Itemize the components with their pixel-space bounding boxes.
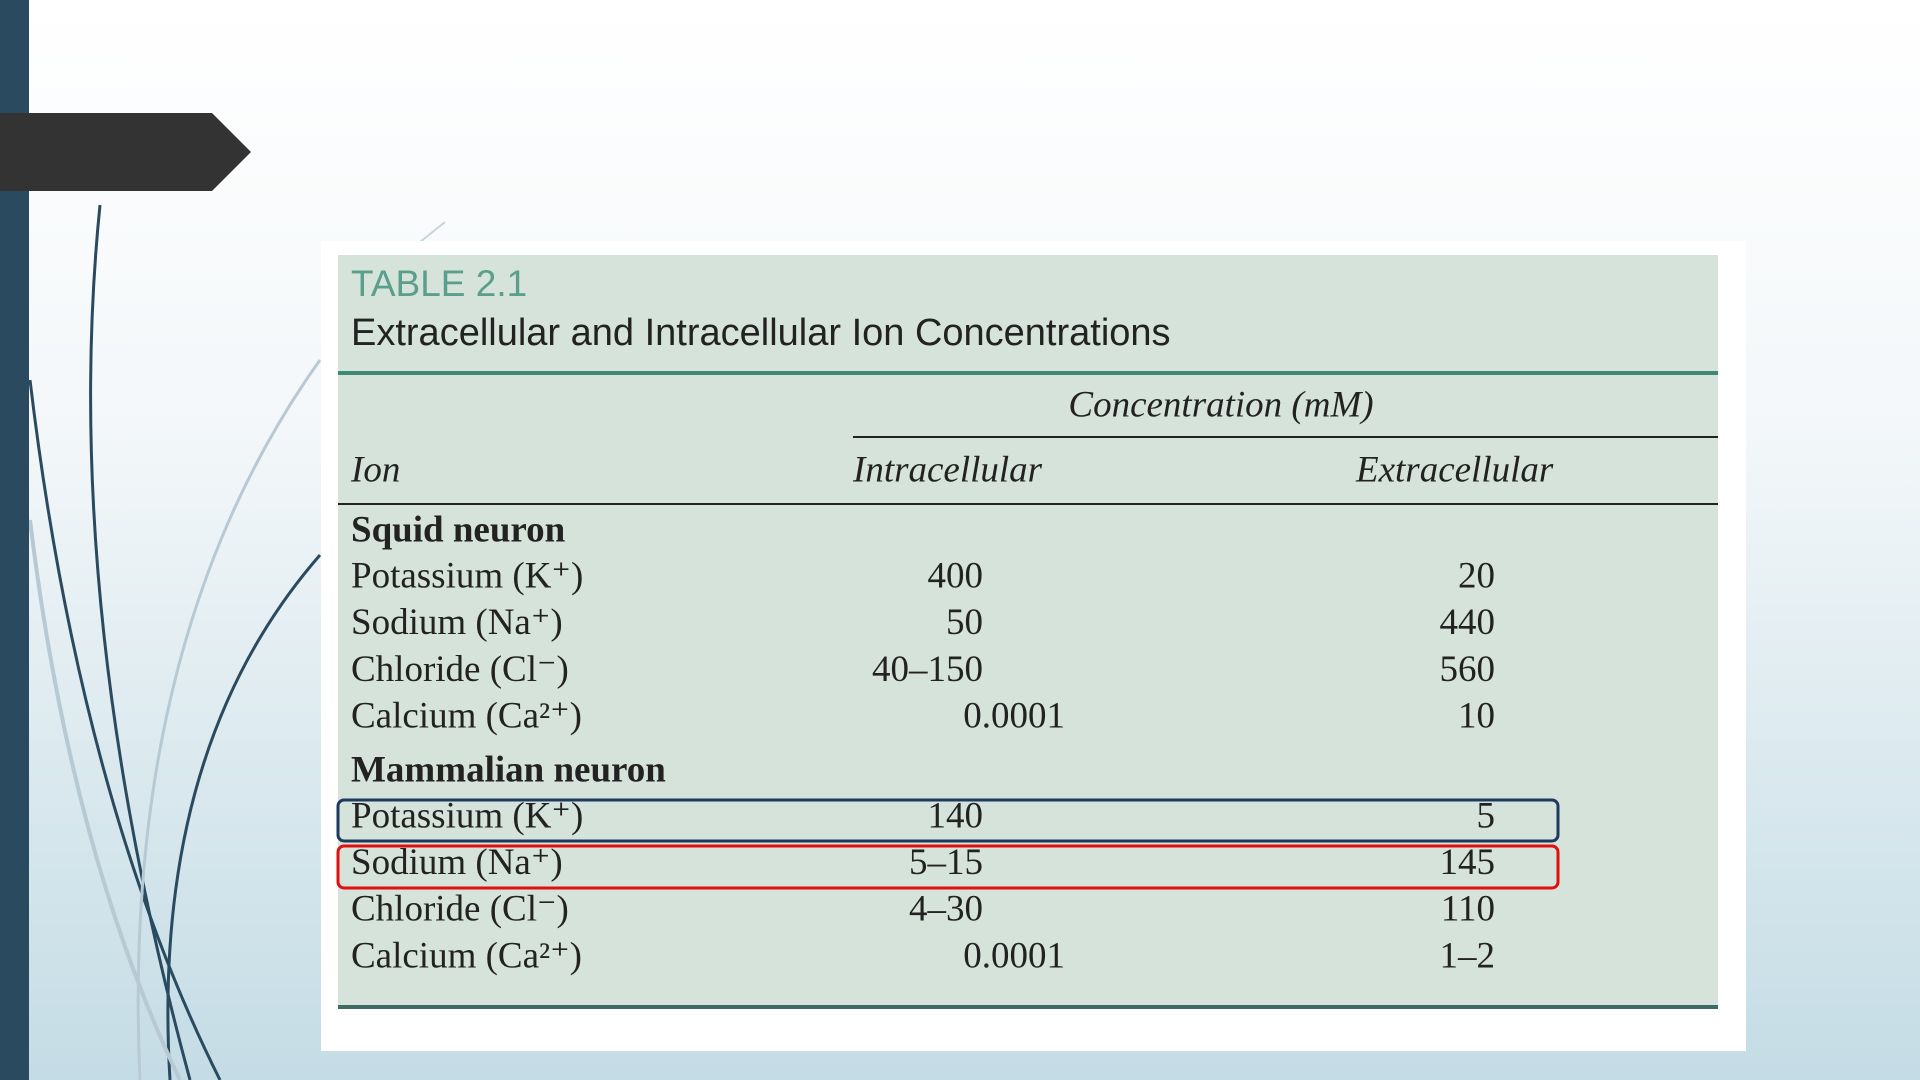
ion-name: Chloride (Cl⁻): [351, 889, 569, 930]
ion-name: Chloride (Cl⁻): [351, 649, 569, 690]
cell-value: 1–2: [1440, 935, 1496, 976]
cell-value: 440: [1440, 602, 1496, 643]
decorative-curves: [28, 204, 446, 1080]
cell-value: 140: [928, 795, 984, 836]
table-title: Extracellular and Intracellular Ion Conc…: [351, 312, 1171, 354]
highlight-box: [336, 844, 1560, 890]
cell-value: 10: [1458, 696, 1495, 737]
ion-name: Potassium (K⁺): [351, 555, 583, 596]
span-header: Concentration (mM): [1068, 384, 1373, 425]
group-header: Mammalian neuron: [351, 749, 666, 790]
cell-value: 4–30: [909, 889, 983, 930]
column-header: Ion: [350, 449, 400, 490]
cell-value: 110: [1441, 889, 1495, 930]
table-panel: [338, 255, 1718, 1007]
ion-name: Calcium (Ca²⁺): [351, 935, 582, 976]
cell-value: 560: [1440, 649, 1496, 690]
cell-value: 40–150: [872, 649, 983, 690]
highlight-box: [336, 798, 1560, 843]
table-label: TABLE 2.1: [351, 263, 527, 304]
ion-name: Sodium (Na⁺): [351, 602, 563, 643]
cell-value: 5: [1477, 795, 1496, 836]
column-header: Extracellular: [1355, 449, 1554, 490]
ion-name: Calcium (Ca²⁺): [351, 696, 582, 737]
ion-name: Sodium (Na⁺): [351, 842, 563, 883]
cell-value: 0.0001: [963, 696, 1065, 737]
cell-value: 20: [1458, 555, 1495, 596]
cell-value: 5–15: [909, 842, 983, 883]
ion-name: Potassium (K⁺): [351, 795, 583, 836]
cell-value: 50: [946, 602, 983, 643]
cell-value: 0.0001: [963, 935, 1065, 976]
title-arrow: [0, 113, 251, 191]
cell-value: 400: [928, 555, 984, 596]
column-header: Intracellular: [852, 449, 1043, 490]
table-body: Squid neuron Potassium (K⁺) 400 20 Sodium (N…: [351, 509, 1495, 976]
group-header: Squid neuron: [351, 509, 566, 550]
cell-value: 145: [1440, 842, 1496, 883]
